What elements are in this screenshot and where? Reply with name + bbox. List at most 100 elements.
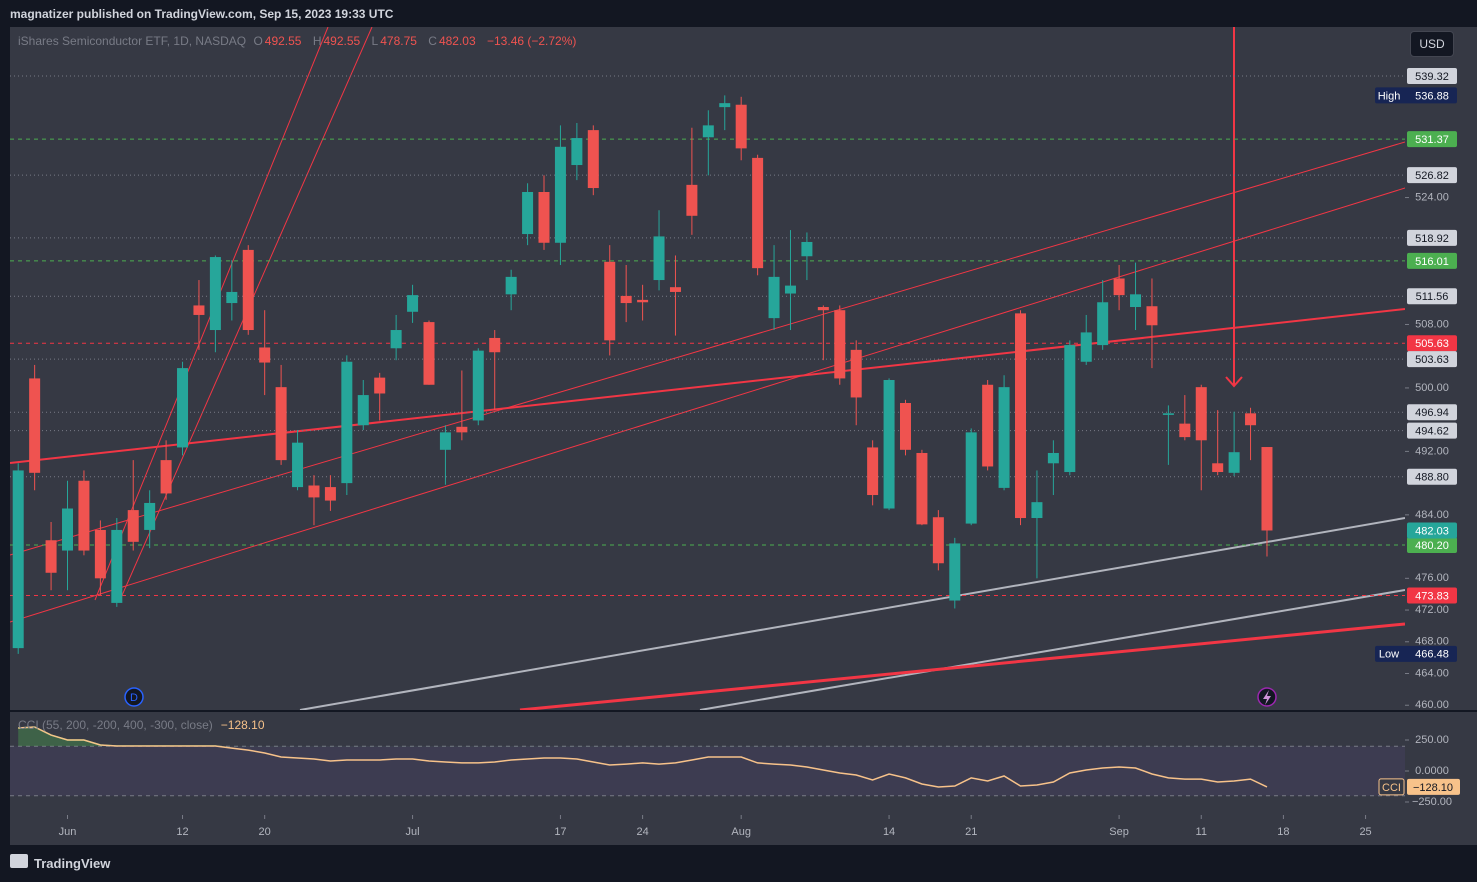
candle-body bbox=[1015, 313, 1027, 519]
candle-body bbox=[1047, 452, 1059, 464]
candle-body bbox=[144, 502, 156, 530]
y-tick-label: 472.00 bbox=[1415, 604, 1449, 616]
brand[interactable]: TradingView bbox=[34, 856, 111, 871]
candle-body bbox=[275, 387, 287, 461]
candle-body bbox=[1261, 447, 1273, 531]
candle-body bbox=[45, 540, 57, 573]
legend-key: O bbox=[253, 34, 263, 48]
candle-body bbox=[801, 241, 813, 257]
candle-body bbox=[883, 380, 895, 509]
x-tick-label: Jun bbox=[59, 826, 77, 838]
candle-body bbox=[160, 460, 172, 494]
trend-line bbox=[10, 141, 1405, 556]
trend-line bbox=[299, 517, 1405, 710]
candle-body bbox=[1245, 413, 1257, 426]
price-level-label: 505.63 bbox=[1415, 338, 1449, 350]
candle-body bbox=[784, 285, 796, 294]
candle-body bbox=[456, 426, 468, 433]
candle-body bbox=[177, 368, 189, 448]
candle-body bbox=[193, 305, 205, 315]
y-tick-label: 508.00 bbox=[1415, 318, 1449, 330]
price-level-box bbox=[1407, 404, 1457, 421]
x-tick-label: 12 bbox=[176, 826, 188, 838]
indicator-title: CCI (55, 200, -200, 400, -300, close) bbox=[18, 718, 213, 732]
candle-body bbox=[1228, 452, 1240, 473]
candle-body bbox=[423, 322, 435, 385]
candle-body bbox=[702, 125, 714, 138]
upper-zone bbox=[18, 726, 223, 747]
price-level-label: 503.63 bbox=[1415, 354, 1449, 366]
price-level-label: 511.56 bbox=[1416, 291, 1449, 303]
price-level-label: 480.20 bbox=[1415, 540, 1449, 552]
trend-line bbox=[699, 589, 1405, 710]
y-tick-label: 468.00 bbox=[1415, 636, 1449, 648]
price-level-box bbox=[1407, 252, 1457, 269]
candle-body bbox=[374, 377, 386, 394]
legend-key: L bbox=[371, 34, 379, 48]
candle-body bbox=[1113, 278, 1125, 296]
high-box bbox=[1375, 87, 1457, 104]
indicator-value-box bbox=[1407, 778, 1460, 795]
candle-body bbox=[62, 508, 74, 551]
indicator-value-label: −128.10 bbox=[1413, 782, 1453, 794]
indicator-value: −128.10 bbox=[220, 718, 265, 732]
y-tick-label: 476.00 bbox=[1415, 572, 1449, 584]
legend-value: 478.75 bbox=[380, 34, 417, 48]
candle-body bbox=[867, 447, 879, 496]
candle-body bbox=[899, 403, 911, 450]
candle-body bbox=[1080, 332, 1092, 362]
symbol: iShares Semiconductor ETF, 1D, NASDAQ bbox=[18, 34, 247, 48]
candle-body bbox=[209, 257, 221, 331]
x-tick-label: Jul bbox=[406, 826, 420, 838]
x-tick-label: 21 bbox=[965, 826, 977, 838]
candle-body bbox=[505, 276, 517, 295]
candle-body bbox=[669, 287, 681, 292]
candle-body bbox=[78, 480, 90, 551]
candle-body bbox=[1130, 294, 1142, 308]
candle-body bbox=[965, 432, 977, 524]
event-icon bbox=[1263, 690, 1271, 705]
candle-body bbox=[12, 470, 24, 649]
candle-body bbox=[916, 452, 928, 525]
price-level-label: 526.82 bbox=[1415, 170, 1449, 182]
dividend-marker[interactable] bbox=[124, 687, 144, 707]
y-tick-label: 500.00 bbox=[1415, 382, 1449, 394]
trend-line bbox=[10, 308, 1405, 464]
candle-body bbox=[752, 157, 764, 269]
price-level-box bbox=[1407, 468, 1457, 485]
price-level-label: 539.32 bbox=[1415, 71, 1449, 83]
low-box bbox=[1375, 645, 1457, 662]
last-price-box bbox=[1407, 522, 1457, 539]
price-level-box bbox=[1407, 351, 1457, 368]
candle-body bbox=[949, 543, 961, 601]
price-level-box bbox=[1407, 335, 1457, 352]
price-level-label: 496.94 bbox=[1415, 407, 1449, 419]
candle-body bbox=[538, 191, 550, 243]
candle-body bbox=[390, 330, 402, 349]
price-level-box bbox=[1407, 288, 1457, 305]
y-tick-label: 460.00 bbox=[1415, 699, 1449, 711]
candle-body bbox=[341, 361, 353, 484]
legend-change: −13.46 (−2.72%) bbox=[487, 34, 577, 48]
low-value: 466.48 bbox=[1415, 649, 1449, 661]
legend-value: 492.55 bbox=[264, 34, 302, 48]
legend-value: 482.03 bbox=[438, 34, 476, 48]
price-level-label: 531.37 bbox=[1415, 134, 1449, 146]
indicator-legend: CCI (55, 200, -200, 400, -300, close) −12… bbox=[18, 718, 265, 732]
candle-body bbox=[1146, 306, 1158, 326]
candle-body bbox=[1179, 423, 1191, 438]
candle-body bbox=[850, 349, 862, 398]
upper-fill bbox=[18, 727, 218, 747]
price-level-box bbox=[1407, 167, 1457, 184]
candle-body bbox=[1097, 302, 1109, 346]
indicator-plot bbox=[10, 726, 1405, 797]
candle-body bbox=[620, 295, 632, 304]
y-tick-label: 0.0000 bbox=[1415, 765, 1449, 777]
trend-line bbox=[519, 622, 1405, 710]
price-level-label: 494.62 bbox=[1415, 426, 1449, 438]
dividend-label[interactable]: D bbox=[130, 692, 138, 704]
currency-button[interactable]: USD bbox=[1410, 31, 1454, 57]
last-price-label: 482.03 bbox=[1415, 525, 1449, 537]
price-level-box bbox=[1407, 422, 1457, 439]
price-level-label: 488.80 bbox=[1415, 472, 1449, 484]
